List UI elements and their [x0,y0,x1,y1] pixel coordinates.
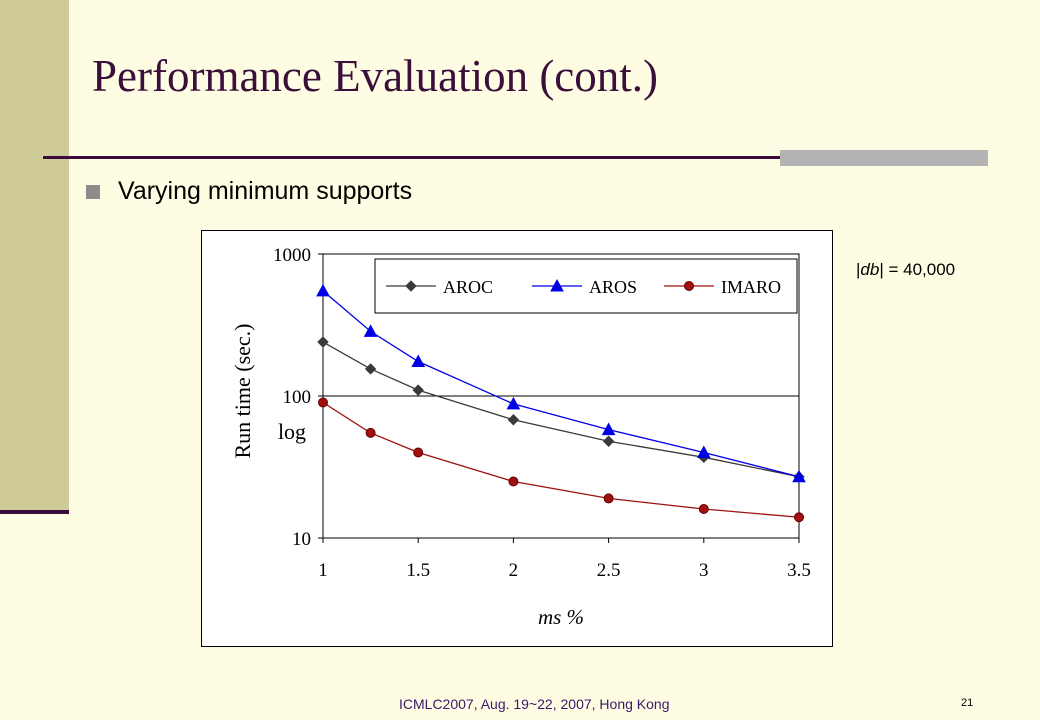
y-axis-log-note: log [278,419,306,444]
point-imaro [794,512,804,523]
legend-box [374,258,798,314]
square-bullet-icon [86,184,100,199]
run-time-chart: 10 100 1000 1 1.5 2 2.5 3 3.5 ms % Run time (sec.)… [230,245,811,629]
legend-label-imaro: IMARO [721,277,781,297]
y-tick-label: 10 [292,529,311,550]
point-aroc [507,414,520,426]
x-tick-label: 3 [699,560,709,581]
x-tick-label: 1 [318,560,328,581]
point-aros [601,422,616,436]
point-aroc [364,363,377,375]
x-axis-label: ms % [538,605,584,629]
point-aros [792,469,806,483]
x-tick-label: 2.5 [597,560,621,581]
point-aros [696,445,711,459]
point-imaro [508,476,519,487]
point-imaro [603,493,614,504]
series-line-aroc [322,341,800,478]
title-rule [43,156,988,159]
y-tick-label: 100 [283,387,312,408]
sidebar-decoration [0,0,69,510]
legend-marker-aros [550,278,564,292]
page-title: Performance Evaluation (cont.) [92,51,659,101]
point-aros [363,324,378,337]
db-size-note: |db| = 40,000 [856,260,956,279]
footer-text: ICMLC2007, Aug. 19~22, 2007, Hong Kong [399,696,670,712]
db-variable: db [860,260,880,279]
y-tick-label: 1000 [273,245,311,266]
point-aros [411,354,426,367]
bullet-text: Varying minimum supports [118,177,413,205]
legend-marker-imaro [684,281,694,291]
point-aroc [412,384,424,396]
point-aroc [317,336,329,348]
sidebar-underline [0,510,69,514]
legend-marker-aroc [405,280,417,292]
chart-frame: 10 100 1000 1 1.5 2 2.5 3 3.5 ms % Run time (sec.)… [201,230,833,647]
legend-label-aros: AROS [589,277,637,297]
title-rule-accent [780,150,988,166]
point-imaro [698,504,709,515]
page-number: 21 [961,697,974,709]
point-imaro [413,447,424,458]
db-size-value: = 40,000 [883,260,956,279]
y-axis-label: Run time (sec.) [230,323,255,458]
point-aroc [602,435,615,447]
legend-label-aroc: AROC [443,277,493,297]
x-tick-label: 3.5 [787,560,811,581]
point-imaro [318,397,328,408]
series-line-aros [322,290,800,478]
point-aros [506,396,521,410]
series-line-imaro [322,401,800,518]
point-imaro [365,427,376,438]
x-tick-label: 2 [509,560,519,581]
x-tick-label: 1.5 [406,560,430,581]
bullet-item: Varying minimum supports [86,177,412,206]
point-aros [316,283,330,297]
